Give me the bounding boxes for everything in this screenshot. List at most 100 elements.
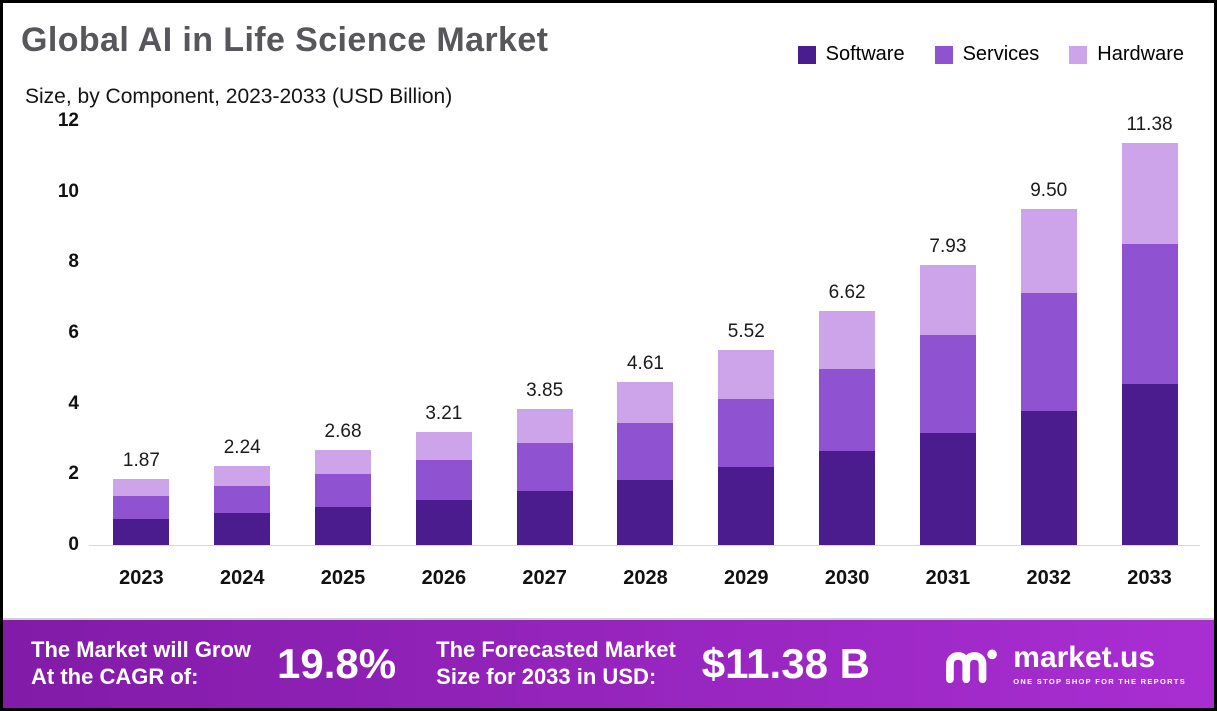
software-swatch-icon [797,45,816,64]
bar-group-2032: 9.50 2032 [998,121,1099,590]
bar-segment-services-2032 [1020,293,1077,411]
bar-segment-hardware-2027 [516,409,573,443]
y-axis-tick-12: 12 [57,110,79,131]
x-axis-label-2033: 2033 [1127,567,1172,589]
bar-segment-software-2029 [718,466,775,545]
cagr-label-line1: The Market will Grow [31,637,252,663]
forecast-label-line1: The Forecasted Market [436,637,676,663]
x-axis-label-2029: 2029 [724,567,769,589]
bar-group-2025: 2.68 2025 [293,121,394,590]
bar-stack-2033 [1121,142,1178,545]
bar-group-2031: 7.93 2031 [898,121,999,590]
bar-stack-2028 [617,382,674,545]
bar-stack-2030 [819,311,876,545]
bar-group-2028: 4.61 2028 [595,121,696,590]
bar-stack-2023 [113,478,170,545]
bar-segment-services-2028 [617,423,674,480]
bar-total-label-2023: 1.87 [122,449,160,471]
cagr-label: The Market will Grow At the CAGR of: [31,637,251,691]
x-axis-label-2025: 2025 [320,567,366,589]
legend-item-hardware: Hardware [1069,43,1184,66]
bar-stack-2026 [415,431,472,545]
brand-tagline: ONE STOP SHOP FOR THE REPORTS [1013,676,1186,686]
bar-segment-services-2031 [919,334,976,433]
bar-segment-hardware-2024 [214,465,271,486]
bar-area-2028: 4.61 [617,121,674,545]
bar-group-2023: 1.87 2023 [91,121,192,590]
bar-total-label-2033: 11.38 [1126,113,1173,135]
bar-segment-hardware-2033 [1121,142,1178,244]
bar-segment-hardware-2032 [1020,209,1077,294]
bar-area-2033: 11.38 [1121,114,1178,545]
hardware-swatch-icon [1069,45,1088,64]
chart-subtitle: Size, by Component, 2023-2033 (USD Billi… [25,85,453,108]
bar-total-label-2025: 2.68 [324,421,362,443]
cagr-value: 19.8% [277,640,397,687]
legend-label-software: Software [825,43,905,65]
brand-text: market.us ONE STOP SHOP FOR THE REPORTS [1013,640,1186,686]
bar-stack-2025 [315,450,372,545]
bar-stack-2031 [919,264,976,545]
forecast-label: The Forecasted Market Size for 2033 in U… [436,637,676,691]
bar-stack-2024 [214,465,271,545]
bar-group-2027: 3.85 2027 [494,121,595,590]
bar-total-label-2027: 3.85 [526,380,564,402]
bar-total-label-2026: 3.21 [425,402,463,424]
bar-area-2024: 2.24 [214,121,271,545]
bar-segment-hardware-2028 [617,382,674,424]
bar-segment-hardware-2025 [315,450,372,475]
brand-block: market.us ONE STOP SHOP FOR THE REPORTS [943,639,1186,690]
bar-segment-services-2029 [718,398,775,467]
bar-segment-software-2032 [1020,410,1077,545]
bar-total-label-2030: 6.62 [828,282,866,304]
bar-segment-software-2025 [315,507,372,545]
x-axis-label-2026: 2026 [421,567,467,589]
y-axis-tick-4: 4 [68,392,79,414]
bar-total-label-2029: 5.52 [727,320,765,342]
bar-group-2029: 5.52 2029 [696,121,797,590]
x-axis-label-2027: 2027 [522,567,567,589]
bar-segment-services-2025 [315,474,372,508]
bar-segment-software-2030 [819,451,876,545]
bar-area-2025: 2.68 [315,121,372,545]
bar-segment-software-2026 [415,499,472,545]
bar-total-label-2032: 9.50 [1030,180,1068,202]
bar-group-2026: 3.21 2026 [393,121,494,590]
bar-stack-2032 [1020,209,1077,545]
bar-segment-services-2030 [819,369,876,452]
bar-segment-services-2026 [415,460,472,500]
y-axis: 0 2 4 6 8 10 12 [13,110,79,555]
bar-total-label-2031: 7.93 [929,235,967,257]
bar-segment-software-2023 [113,518,170,545]
bar-segment-hardware-2031 [919,264,976,335]
x-axis-label-2024: 2024 [219,567,265,589]
services-swatch-icon [934,45,953,64]
bar-stack-2027 [516,409,573,545]
x-axis-label-2031: 2031 [925,567,971,589]
legend-label-hardware: Hardware [1097,43,1184,65]
market-us-logo-icon [943,639,1001,690]
bar-segment-hardware-2029 [718,349,775,399]
x-axis-label-2028: 2028 [623,567,668,589]
bar-stack-2029 [718,349,775,545]
bar-segment-services-2027 [516,442,573,491]
chart-title: Global AI in Life Science Market [21,21,549,59]
plot-area: 1.87 2023 2.24 2024 2.68 2025 3.21 2026 3.85 2027… [91,114,1200,590]
legend-item-software: Software [797,43,905,66]
bar-area-2030: 6.62 [819,121,876,545]
bottom-banner: The Market will Grow At the CAGR of: 19.… [3,620,1214,708]
y-axis-tick-2: 2 [68,463,79,485]
bar-segment-services-2033 [1121,243,1178,385]
bar-segment-hardware-2030 [819,311,876,370]
bar-group-2033: 11.38 2033 [1099,114,1200,590]
legend-label-services: Services [962,43,1040,65]
bar-segment-software-2033 [1121,384,1178,545]
bar-area-2027: 3.85 [516,121,573,545]
x-axis-line [89,545,1200,546]
bar-total-label-2024: 2.24 [223,436,261,458]
bar-segment-software-2024 [214,513,271,545]
bar-segment-software-2028 [617,480,674,545]
bar-total-label-2028: 4.61 [626,353,664,375]
brand-name: market.us [1013,640,1156,674]
bar-area-2031: 7.93 [919,121,976,545]
